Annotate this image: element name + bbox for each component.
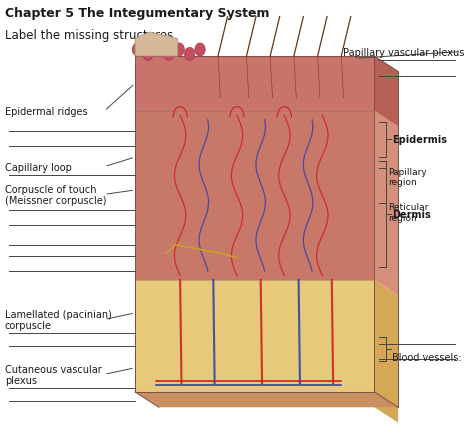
- Ellipse shape: [174, 44, 184, 57]
- Text: Papillary vascular plexus: Papillary vascular plexus: [343, 48, 465, 57]
- Text: Lamellated (pacinian)
corpuscle: Lamellated (pacinian) corpuscle: [5, 309, 111, 331]
- Text: Papillary
region: Papillary region: [388, 168, 427, 187]
- Polygon shape: [135, 280, 374, 392]
- Text: Blood vessels:: Blood vessels:: [392, 352, 462, 362]
- Polygon shape: [374, 280, 398, 423]
- Text: Chapter 5 The Integumentary System: Chapter 5 The Integumentary System: [5, 7, 269, 20]
- Text: Corpuscle of touch
(Meissner corpuscle): Corpuscle of touch (Meissner corpuscle): [5, 184, 106, 206]
- Text: Dermis: Dermis: [392, 210, 431, 219]
- Polygon shape: [374, 57, 398, 127]
- Ellipse shape: [132, 44, 143, 57]
- Text: Epidermal ridges: Epidermal ridges: [5, 107, 87, 117]
- Polygon shape: [135, 33, 178, 57]
- Polygon shape: [135, 392, 398, 407]
- Text: Epidermis: Epidermis: [392, 135, 447, 145]
- Polygon shape: [135, 57, 374, 112]
- Polygon shape: [135, 112, 374, 280]
- Ellipse shape: [164, 48, 174, 61]
- Text: Label the missing structures: Label the missing structures: [5, 28, 173, 42]
- Polygon shape: [374, 112, 398, 296]
- Ellipse shape: [143, 48, 153, 61]
- Ellipse shape: [153, 44, 164, 57]
- Ellipse shape: [195, 44, 205, 57]
- Text: Cutaneous vascular
plexus: Cutaneous vascular plexus: [5, 364, 101, 385]
- Text: Capillary loop: Capillary loop: [5, 162, 72, 172]
- Ellipse shape: [184, 48, 195, 61]
- Text: Reticular
region: Reticular region: [388, 203, 428, 222]
